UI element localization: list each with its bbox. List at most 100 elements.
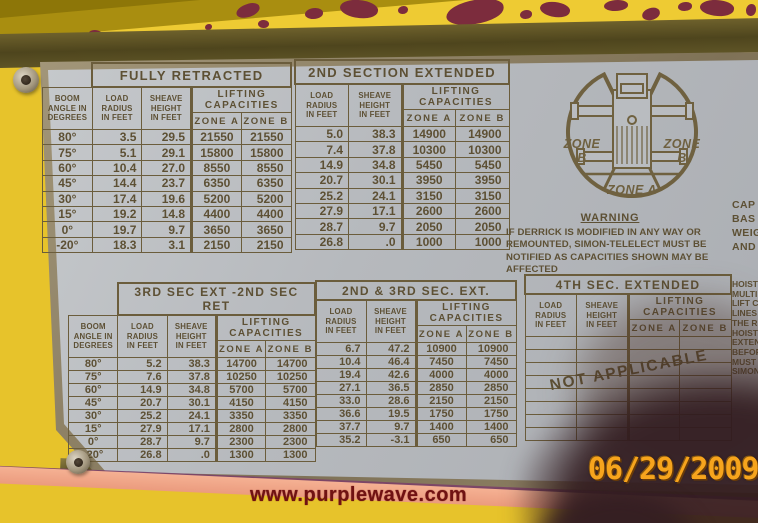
cell: 14700 xyxy=(214,357,267,371)
cell: 3350 xyxy=(265,409,316,423)
second-section-extended-table: 2ND SECTION EXTENDED LOAD RADIUS IN FEET S… xyxy=(294,59,510,251)
cell: 37.8 xyxy=(166,370,217,384)
cell: 2600 xyxy=(455,202,510,220)
cell: 6350 xyxy=(240,175,292,192)
cell: 8550 xyxy=(190,159,242,177)
cell: 26.8 xyxy=(117,448,168,462)
cell: 18.3 xyxy=(91,236,143,254)
cell: 33.0 xyxy=(315,394,367,408)
paint-splotch xyxy=(678,2,692,11)
warning-block: WARNING IF DERRICK IS MODIFIED IN ANY WA… xyxy=(506,212,714,276)
col-header: BOOM ANGLE IN DEGREES xyxy=(42,86,93,130)
cell: 4400 xyxy=(240,205,292,223)
cell xyxy=(626,336,680,350)
cell xyxy=(524,336,577,350)
table-row: 28.7 9.7 2050 2050 xyxy=(294,218,510,235)
table-row: 60° 14.9 34.8 5700 5700 xyxy=(67,383,316,397)
cell: 1300 xyxy=(214,448,267,462)
table-row: 75° 7.6 37.8 10250 10250 xyxy=(67,370,316,384)
col-header: ZONE A xyxy=(414,325,467,343)
cell: 10900 xyxy=(465,342,517,356)
cell: 28.7 xyxy=(294,218,349,235)
cell: 37.8 xyxy=(348,141,403,158)
cell: 21550 xyxy=(190,128,242,146)
cell: 38.3 xyxy=(166,357,217,371)
cell xyxy=(679,375,732,389)
zone-diagram-graphic xyxy=(566,71,698,199)
col-header: BOOM ANGLE IN DEGREES xyxy=(67,314,119,358)
table-row: 5.0 38.3 14900 14900 xyxy=(294,125,510,143)
cell: 3150 xyxy=(400,187,456,204)
col-header: ZONE A xyxy=(190,112,242,130)
cell xyxy=(576,388,629,402)
col-header: LIFTING CAPACITIES xyxy=(190,86,292,113)
cell: 2850 xyxy=(465,381,517,395)
cell xyxy=(626,427,680,441)
screw-rivet-bottom-left xyxy=(66,450,90,474)
table-row: 26.8.0 1000 1000 xyxy=(294,233,510,251)
edge-text-line: LIFT C xyxy=(732,298,758,309)
table-row: 37.7 9.7 1400 1400 xyxy=(315,420,517,434)
cell: 2800 xyxy=(265,422,316,436)
cell: -3.1 xyxy=(365,433,417,447)
col-header: LOAD RADIUS IN FEET xyxy=(315,299,367,343)
table-row xyxy=(524,414,732,428)
cell: 15° xyxy=(42,205,93,223)
col-header: ZONE A xyxy=(626,319,680,337)
cell: 20.7 xyxy=(294,172,349,189)
table-row: 60° 10.4 27.0 8550 8550 xyxy=(42,159,292,177)
zone-b-right-label: ZONE B xyxy=(663,137,701,165)
cell: 30° xyxy=(42,190,93,207)
capacity-data-plate: FULLY RETRACTED BOOM ANGLE IN DEGREES LOAD… xyxy=(28,50,758,494)
cell: 1750 xyxy=(414,407,467,421)
table-row: 7.4 37.8 10300 10300 xyxy=(294,141,510,158)
cell: 9.7 xyxy=(166,435,217,449)
cell: 1300 xyxy=(265,448,316,462)
cell: 80° xyxy=(42,128,93,146)
col-header: ZONE B xyxy=(240,112,292,130)
table-title: 4TH SEC. EXTENDED xyxy=(524,274,732,295)
cell: 3950 xyxy=(455,172,510,189)
cell: 27.0 xyxy=(141,159,193,177)
cell: 2600 xyxy=(400,202,456,220)
cell xyxy=(576,349,629,363)
table-row: 15° 27.9 17.1 2800 2800 xyxy=(67,422,316,436)
col-header: SHEAVE HEIGHT IN FEET xyxy=(576,293,629,337)
cell: 2150 xyxy=(190,236,242,254)
cell: 17.4 xyxy=(91,190,143,207)
cell: 3950 xyxy=(400,172,456,189)
cell xyxy=(679,401,732,415)
cell: 19.7 xyxy=(91,221,143,238)
cell: 7.6 xyxy=(117,370,168,384)
cell: 20.7 xyxy=(117,396,168,410)
table-row: 36.6 19.5 1750 1750 xyxy=(315,407,517,421)
table-title: 3RD SEC EXT -2ND SEC RET xyxy=(116,282,317,316)
cell: 3.5 xyxy=(91,128,143,146)
cell: 2150 xyxy=(465,394,517,408)
cell: 38.3 xyxy=(348,125,403,143)
col-header: ZONE B xyxy=(455,109,510,127)
cell: 14900 xyxy=(400,125,456,143)
cell: 3350 xyxy=(214,409,267,423)
table-title: 2ND SECTION EXTENDED xyxy=(294,59,510,85)
col-header: LIFTING CAPACITIES xyxy=(400,83,510,110)
cell: -20° xyxy=(42,236,93,254)
cell: 17.1 xyxy=(348,202,403,220)
cell: 21550 xyxy=(240,128,292,146)
second-and-third-sec-ext-grid: 2ND & 3RD SEC. EXT. LOAD RADIUS IN FEET SH… xyxy=(315,280,517,447)
cell: 7450 xyxy=(414,355,467,369)
cell: 5.1 xyxy=(91,144,143,161)
col-header: ZONE B xyxy=(265,340,316,358)
cell: 10250 xyxy=(214,370,267,384)
cell: 10.4 xyxy=(315,355,367,369)
table-row: 45° 14.4 23.7 6350 6350 xyxy=(42,175,292,192)
cell: 4150 xyxy=(214,396,267,410)
cell: 650 xyxy=(465,433,517,447)
table-title: 2ND & 3RD SEC. EXT. xyxy=(315,280,517,301)
cell: 15800 xyxy=(240,144,292,161)
col-header: ZONE B xyxy=(679,319,732,337)
cell: 42.6 xyxy=(365,368,417,382)
zone-diagram: ZONE B ZONE B ZONE A xyxy=(547,60,717,210)
cell: 19.2 xyxy=(91,205,143,223)
